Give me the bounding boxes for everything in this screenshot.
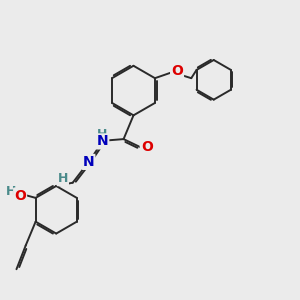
Text: O: O xyxy=(171,64,183,78)
Text: H: H xyxy=(6,185,17,198)
Text: N: N xyxy=(97,134,108,148)
Text: N: N xyxy=(83,155,94,169)
Text: H: H xyxy=(58,172,68,185)
Text: O: O xyxy=(14,189,26,202)
Text: H: H xyxy=(97,128,108,141)
Text: O: O xyxy=(141,140,153,154)
